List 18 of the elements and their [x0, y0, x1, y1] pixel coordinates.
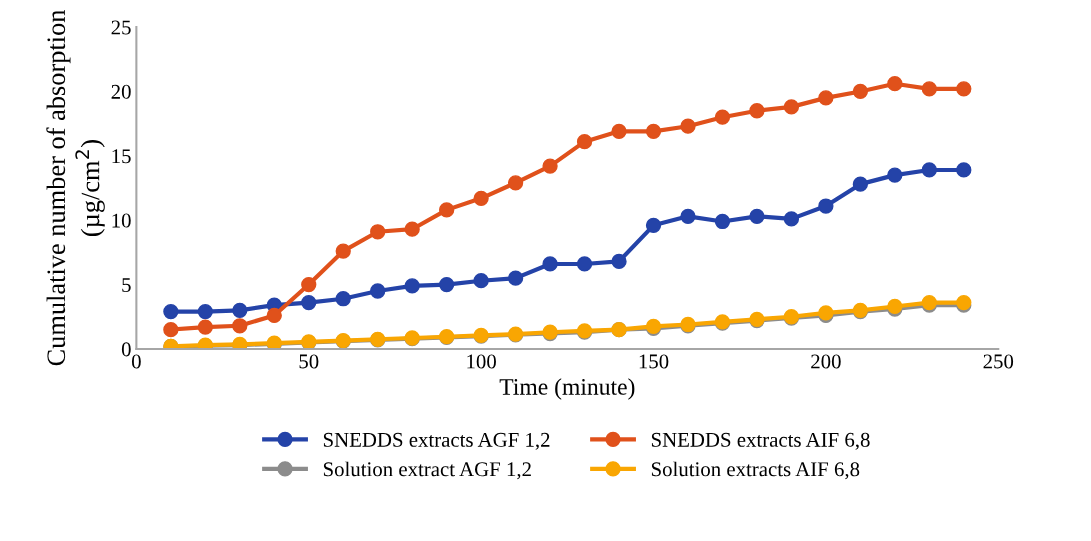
x-axis-title: Time (minute) [499, 378, 635, 400]
y-tick-label: 15 [112, 149, 131, 164]
x-tick-label: 200 [811, 354, 841, 369]
y-tick-label: 5 [122, 278, 131, 292]
x-tick-label: 250 [983, 354, 1014, 369]
legend-label: SNEDDS extracts AIF 6,8 [651, 432, 870, 450]
y-tick-label: 25 [111, 20, 131, 35]
x-tick-label: 100 [467, 354, 496, 369]
y-tick-label: 10 [112, 213, 131, 228]
x-tick-label: 150 [639, 354, 669, 369]
legend-label: Solution extracts AIF 6,8 [651, 461, 860, 480]
x-tick-label: 50 [299, 354, 319, 369]
y-tick-label: 20 [111, 84, 131, 99]
y-tick-label: 0 [121, 342, 131, 357]
x-tick-label: 0 [131, 354, 141, 369]
legend-label: SNEDDS extracts AGF 1,2 [323, 432, 550, 450]
legend-label: Solution extract AGF 1,2 [323, 461, 531, 480]
y-axis-title: Cumulative number of absorption (µg/cm$^{2}$) [46, 9, 105, 366]
